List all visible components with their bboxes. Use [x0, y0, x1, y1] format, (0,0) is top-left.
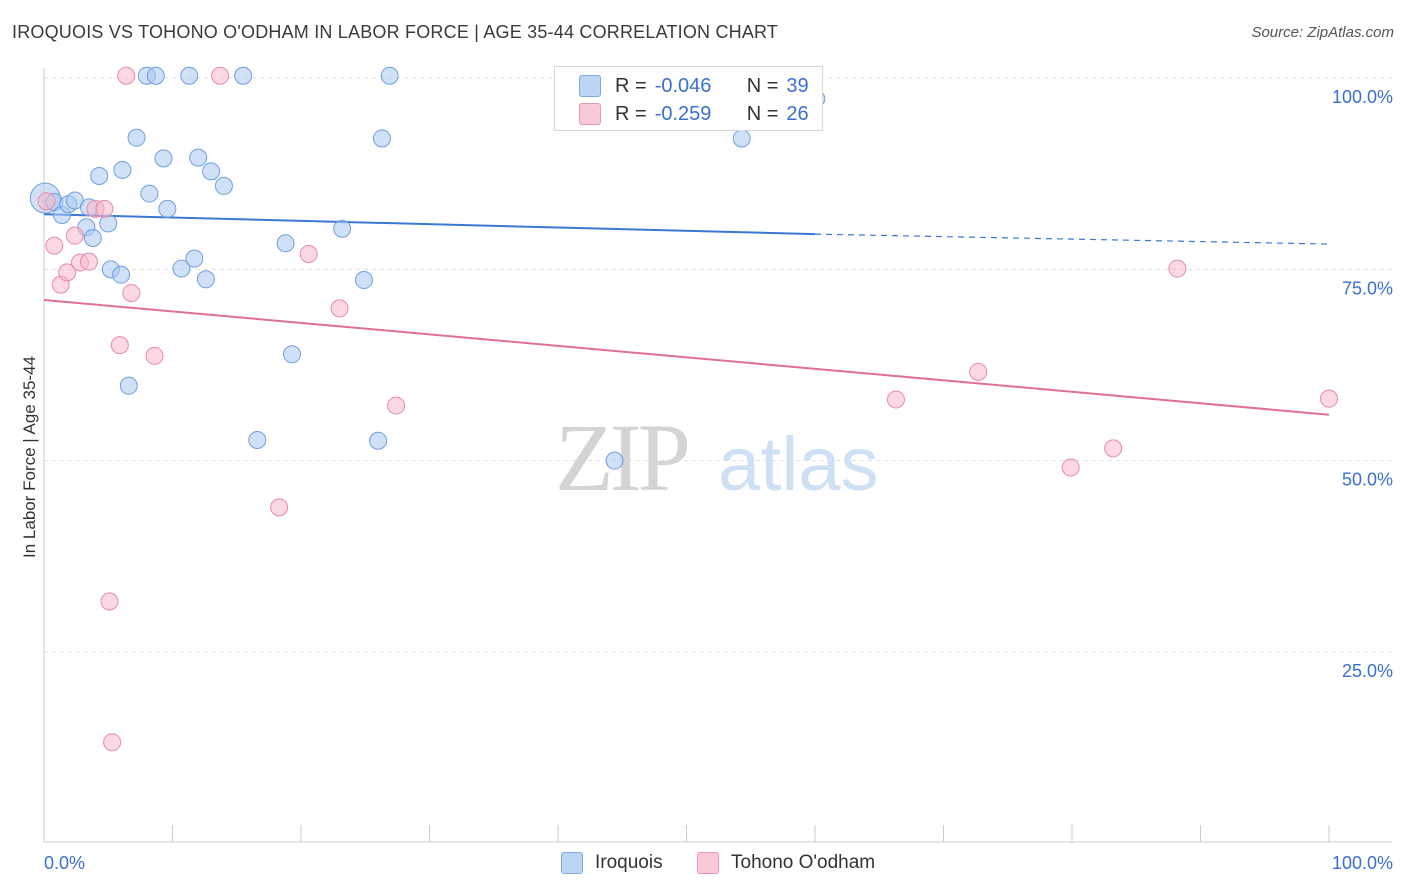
trend-lines [43, 213, 1330, 416]
tohono-point [1104, 439, 1123, 458]
iroquois-point [214, 176, 233, 195]
watermark: ZIP atlas [555, 404, 879, 511]
y-tick-label: 75.0% [1342, 278, 1393, 298]
tohono-point [79, 252, 98, 271]
iroquois-point [113, 160, 132, 179]
tick-labels: 25.0% 50.0% 75.0% 100.0% 0.0% 100.0% [44, 87, 1393, 873]
y-tick-label: 50.0% [1342, 470, 1393, 490]
tohono-point [100, 592, 119, 611]
iroquois-point [248, 431, 267, 450]
legend-r-label: R = [615, 102, 647, 125]
tohono-point [65, 226, 84, 245]
iroquois-point [276, 234, 295, 253]
tohono-point [886, 390, 905, 409]
tohono-point [270, 498, 289, 517]
tohono-point [122, 284, 141, 303]
watermark-zip: ZIP [555, 404, 688, 511]
bottom-legend-swatch-tohono [697, 852, 719, 874]
y-axis-label: In Labor Force | Age 35-44 [20, 356, 39, 558]
tohono-point [969, 362, 988, 381]
iroquois-point [196, 270, 215, 289]
y-tick-label: 25.0% [1342, 661, 1393, 681]
tohono-point [117, 66, 136, 85]
iroquois-point [185, 249, 204, 268]
legend-r-value-tohono: -0.259 [654, 102, 712, 125]
bottom-legend-swatch-iroquois [561, 852, 583, 874]
iroquois-point [154, 149, 173, 168]
correlation-legend: R = -0.046 N = 39 R = -0.259 N = 26 [554, 66, 823, 131]
tohono-point [211, 66, 230, 85]
iroquois-point [605, 451, 624, 470]
iroquois-point [234, 66, 253, 85]
trend-line-1 [43, 298, 1330, 416]
tohono-point [37, 192, 56, 211]
x-tick-label: 100.0% [1332, 853, 1393, 873]
axes [43, 68, 1392, 843]
source-label: Source: ZipAtlas.com [1251, 24, 1394, 41]
legend-n-label: N = [746, 102, 779, 125]
iroquois-point [333, 219, 352, 238]
x-tick-label: 0.0% [44, 853, 85, 873]
tohono-point [1320, 389, 1338, 408]
iroquois-point [180, 66, 199, 85]
iroquois-point [146, 66, 165, 85]
legend-row-iroquois: R = -0.046 N = 39 [579, 73, 809, 99]
tohono-point [110, 336, 129, 355]
iroquois-point [119, 376, 138, 395]
trend-line-dashed-0 [814, 233, 1330, 245]
iroquois-point [189, 148, 208, 167]
chart-title: IROQUOIS VS TOHONO O'ODHAM IN LABOR FORC… [12, 22, 779, 42]
iroquois-point [158, 199, 177, 218]
tohono-point [58, 263, 77, 282]
legend-row-tohono: R = -0.259 N = 26 [579, 101, 809, 127]
iroquois-point [112, 265, 131, 284]
bottom-legend-label-tohono: Tohono O'odham [731, 852, 876, 873]
tohono-point [330, 299, 349, 318]
tohono-point [387, 396, 406, 415]
legend-n-value-iroquois: 39 [786, 74, 809, 97]
iroquois-point [732, 129, 751, 148]
tohono-point [95, 199, 114, 218]
legend-swatch-tohono [579, 103, 601, 125]
iroquois-point [140, 184, 159, 203]
iroquois-point [172, 259, 191, 278]
iroquois-point [90, 166, 109, 185]
legend-r-label: R = [615, 74, 647, 97]
bottom-legend-label-iroquois: Iroquois [595, 852, 663, 873]
bottom-legend-iroquois: Iroquois [561, 852, 663, 874]
tohono-point [1168, 259, 1187, 278]
iroquois-point [380, 66, 399, 85]
iroquois-point [202, 162, 221, 181]
tohono-point [45, 236, 64, 255]
tohono-point [299, 245, 318, 264]
bottom-legend-tohono: Tohono O'odham [697, 852, 875, 874]
iroquois-point [354, 271, 373, 290]
tohono-point [145, 346, 164, 365]
watermark-atlas: atlas [718, 422, 879, 507]
legend-swatch-iroquois [579, 75, 601, 97]
tohono-point [103, 733, 122, 752]
legend-n-value-tohono: 26 [786, 102, 809, 125]
tohono-point [1061, 458, 1080, 477]
trend-line-0 [43, 213, 816, 236]
iroquois-point [283, 345, 302, 364]
legend-r-value-iroquois: -0.046 [654, 74, 712, 97]
iroquois-point [369, 431, 388, 450]
gridlines [44, 77, 1392, 653]
iroquois-point [372, 129, 391, 148]
iroquois-point [83, 228, 102, 247]
iroquois-point [127, 128, 146, 147]
y-tick-label: 100.0% [1332, 87, 1393, 107]
legend-n-label: N = [746, 74, 779, 97]
